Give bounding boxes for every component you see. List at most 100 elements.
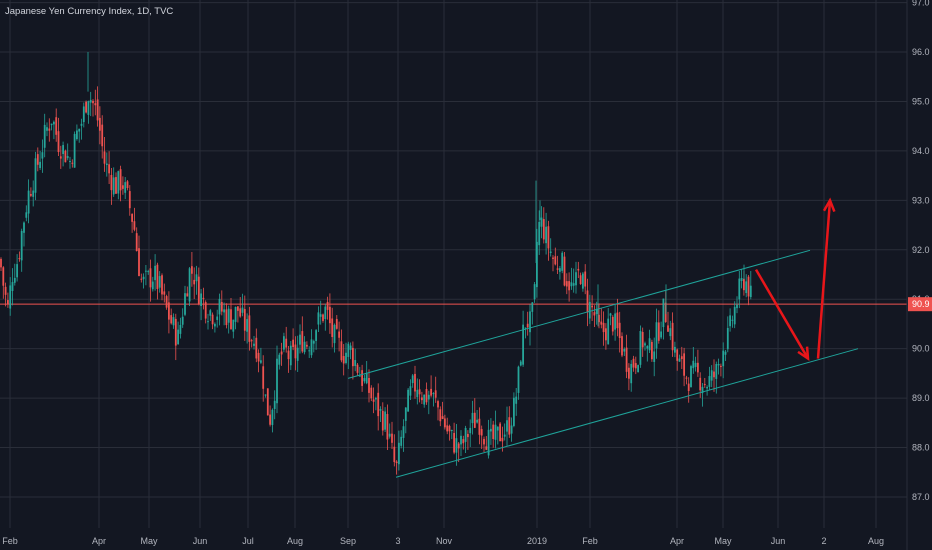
candle-body <box>572 283 575 286</box>
candle-body <box>356 364 359 373</box>
candle-body <box>690 366 692 388</box>
candle-body <box>524 327 527 329</box>
candle-body <box>234 306 237 322</box>
candle-body <box>317 312 320 325</box>
candle-body <box>30 194 32 196</box>
candle-body <box>692 360 695 369</box>
candle-body <box>720 365 722 367</box>
candle-body <box>308 350 311 352</box>
candle-body <box>480 429 483 436</box>
candle-body <box>464 427 467 442</box>
arrow-down[interactable] <box>754 268 810 360</box>
candle-body <box>285 338 288 348</box>
price-tick-label: 89.0 <box>912 393 930 403</box>
candle-body <box>43 124 46 148</box>
candle-body <box>745 281 748 294</box>
candle-body <box>701 386 704 394</box>
candle-body <box>179 324 182 334</box>
candle-body <box>639 330 642 365</box>
candle-body <box>0 258 2 268</box>
candle-body <box>565 281 568 287</box>
candle-body <box>407 389 409 412</box>
candle-body <box>101 124 104 147</box>
candle-body <box>662 298 665 328</box>
candle-body <box>614 313 616 330</box>
candle-body <box>287 350 290 360</box>
candle-body <box>630 363 633 384</box>
candle-body <box>611 316 614 332</box>
candle-body <box>377 392 380 417</box>
price-tick-label: 94.0 <box>912 146 930 156</box>
candle-body <box>345 352 347 364</box>
candle-body <box>646 346 649 349</box>
trend-line-upper[interactable] <box>347 249 811 379</box>
candle-body <box>542 219 545 240</box>
candle-body <box>540 217 543 227</box>
candle-body <box>227 308 230 323</box>
candle-body <box>556 268 559 270</box>
candle-body <box>264 394 267 396</box>
candle-body <box>11 282 14 291</box>
candle-body <box>609 313 612 316</box>
candle-body <box>671 322 674 351</box>
candle-body <box>448 425 451 432</box>
candle-body <box>110 174 113 191</box>
arrow-down-head <box>797 346 810 362</box>
time-axis[interactable]: Feb Apr May Jun Jul Aug Sep 3 Nov 2019 Feb Apr May Ju… <box>2 536 884 546</box>
candle-body <box>724 351 727 355</box>
candle-body <box>370 387 373 399</box>
candle-body <box>280 351 283 355</box>
candle-body <box>103 151 106 164</box>
candle-body <box>680 356 683 360</box>
drawing-annotations <box>347 197 859 478</box>
candle-body <box>338 331 340 338</box>
arrow-up[interactable] <box>816 200 832 359</box>
candle-body <box>335 318 338 329</box>
price-axis[interactable]: 87.088.089.090.091.092.093.094.095.096.0… <box>908 0 932 502</box>
candle-body <box>508 417 511 435</box>
candle-body <box>602 322 605 333</box>
candle-body <box>669 328 672 337</box>
candle-body <box>197 276 200 305</box>
candle-body <box>386 414 389 440</box>
candle-body <box>455 438 458 453</box>
candle-body <box>119 169 122 191</box>
candle-body <box>526 323 529 328</box>
candle-body <box>177 329 179 345</box>
candle-body <box>220 301 223 312</box>
candle-body <box>188 268 191 302</box>
candle-body <box>375 398 377 400</box>
candle-body <box>230 309 232 329</box>
current-price-badge <box>908 297 932 312</box>
candle-body <box>225 309 228 326</box>
candle-body <box>623 348 626 352</box>
candle-body <box>531 302 534 312</box>
candle-body <box>653 351 656 362</box>
candle-body <box>598 314 600 323</box>
candle-body <box>296 347 299 361</box>
candle-body <box>181 316 184 325</box>
candle-body <box>128 191 131 209</box>
candle-body <box>294 344 297 359</box>
candle-body <box>460 435 462 445</box>
candle-body <box>108 164 110 174</box>
candle-body <box>7 300 9 305</box>
candle-body <box>400 436 403 446</box>
candle-body <box>82 106 85 123</box>
time-tick-label: Nov <box>436 536 453 546</box>
candle-body <box>697 362 699 373</box>
trend-line-lower[interactable] <box>395 348 859 478</box>
candle-body <box>223 309 225 313</box>
candle-body <box>425 389 428 403</box>
candle-body <box>409 386 412 396</box>
candle-body <box>467 433 469 438</box>
candle-body <box>55 117 58 135</box>
candle-body <box>195 274 198 282</box>
price-tick-label: 95.0 <box>912 96 930 106</box>
price-tick-label: 96.0 <box>912 47 930 57</box>
candle-body <box>595 308 598 315</box>
candle-body <box>499 423 501 442</box>
candle-body <box>582 273 584 289</box>
candle-body <box>749 285 752 298</box>
